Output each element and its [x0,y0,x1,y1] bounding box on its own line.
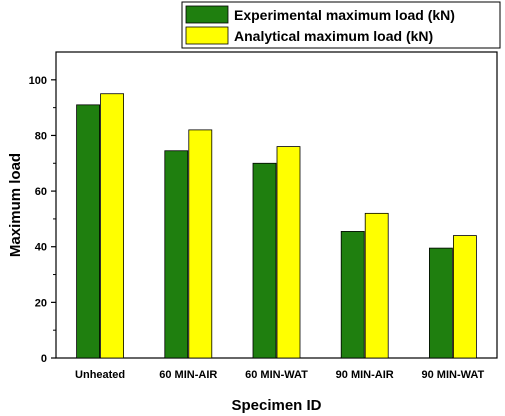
legend-box [181,1,501,49]
bar-analytical [100,93,124,359]
legend-label-experimental: Experimental maximum load (kN) [234,7,455,23]
y-tick-label: 20 [35,297,47,309]
bars-group [76,93,477,359]
y-tick-label: 0 [41,353,47,365]
x-tick-label: 90 MIN-AIR [336,369,394,381]
x-tick-label: 60 MIN-WAT [245,369,308,381]
bar-analytical [364,212,389,359]
y-tick-label: 60 [35,186,47,198]
axes [55,51,498,359]
y-ticks-group: 0 20 40 60 80 100 [29,75,56,365]
bar-experimental [252,162,277,359]
legend-swatch-analytical [185,26,229,45]
x-tick-label: 90 MIN-WAT [422,369,485,381]
y-tick-label: 100 [29,75,47,87]
x-ticks-group: Unheated 60 MIN-AIR 60 MIN-WAT 90 MIN-AIR 90… [75,369,485,381]
x-axis-label: Specimen ID [231,397,321,414]
y-tick-label: 80 [35,130,47,142]
plot-frame [55,51,498,359]
x-tick-label: 60 MIN-AIR [159,369,217,381]
bar-experimental [340,231,365,359]
bar-experimental [164,150,189,359]
bar-experimental [76,104,100,359]
y-tick-label: 40 [35,242,47,254]
legend: Experimental maximum load (kN) Analytica… [181,1,501,49]
legend-label-analytical: Analytical maximum load (kN) [234,28,433,44]
x-tick-label: Unheated [75,369,125,381]
y-axis-label: Maximum load [7,153,24,257]
legend-swatch-experimental [185,5,229,24]
bar-analytical [452,235,477,359]
bar-experimental [428,247,453,359]
bar-analytical [276,146,301,359]
bar-analytical [188,129,213,359]
